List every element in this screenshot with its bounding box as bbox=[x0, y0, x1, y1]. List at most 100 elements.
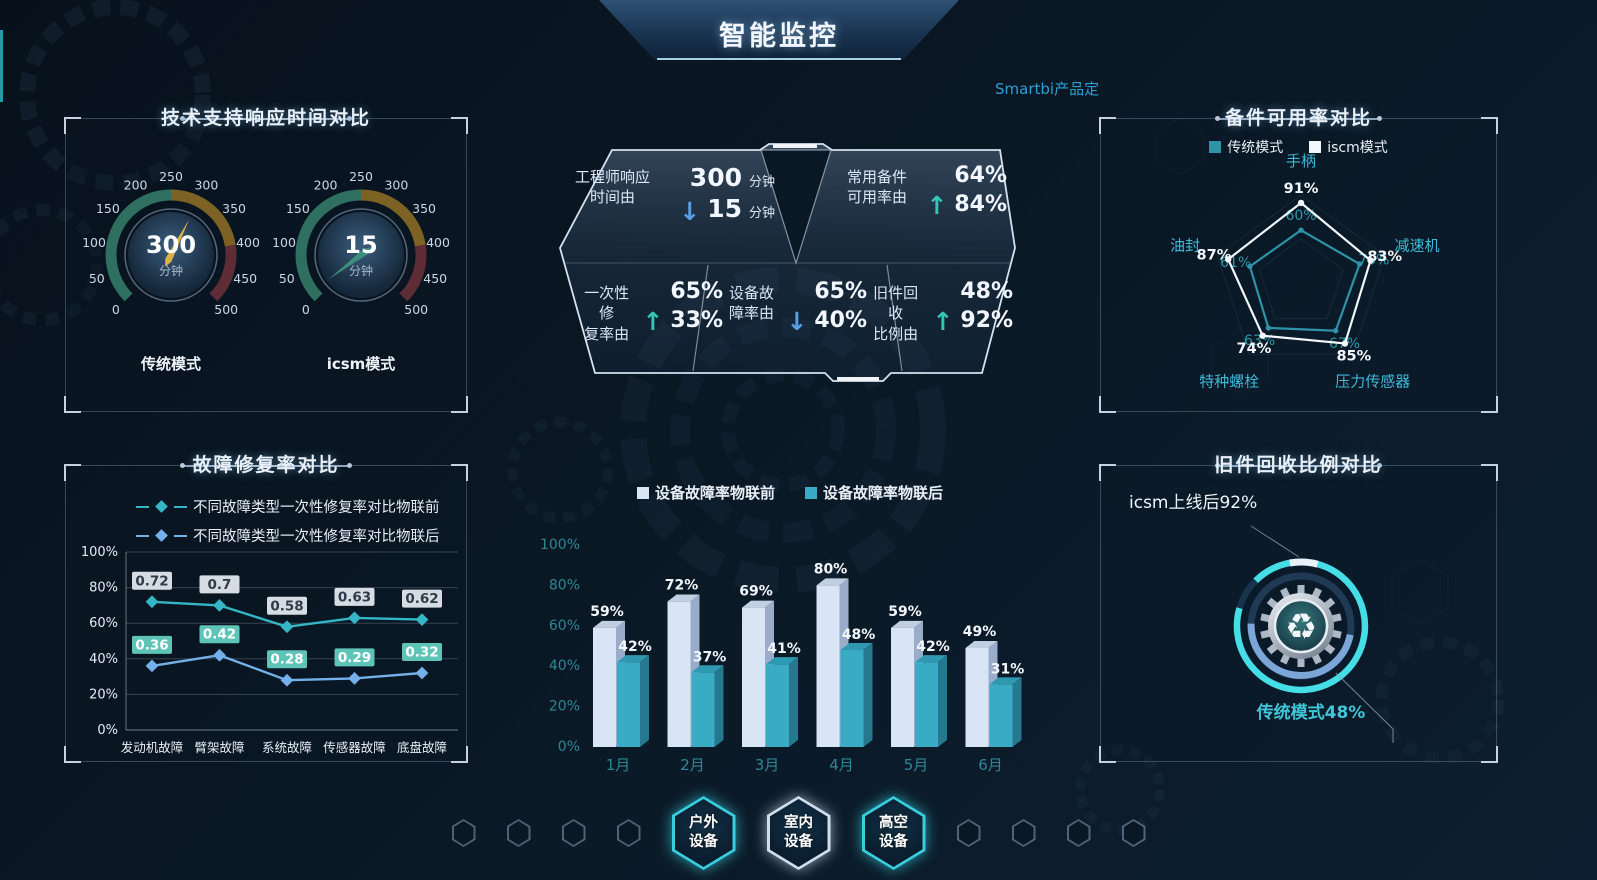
svg-text:100%: 100% bbox=[540, 537, 580, 553]
svg-text:0.36: 0.36 bbox=[135, 637, 168, 653]
svg-text:0.29: 0.29 bbox=[338, 650, 371, 666]
svg-text:手柄: 手柄 bbox=[1286, 152, 1316, 170]
legend-item-before: 不同故障类型一次性修复率对比物联前 bbox=[136, 496, 440, 517]
svg-text:15: 15 bbox=[344, 231, 377, 259]
svg-text:450: 450 bbox=[423, 271, 447, 286]
svg-text:6月: 6月 bbox=[978, 756, 1003, 774]
legend-item-after: 不同故障类型一次性修复率对比物联后 bbox=[136, 525, 440, 546]
svg-text:48%: 48% bbox=[842, 627, 876, 643]
kpi-label-line2: 时间由 bbox=[590, 188, 636, 207]
hex-decor bbox=[451, 819, 476, 847]
footer-button-highaltitude-equipment[interactable]: 高空 设备 bbox=[861, 796, 926, 870]
button-label-line1: 户外 bbox=[689, 815, 718, 832]
svg-text:0.28: 0.28 bbox=[270, 652, 303, 668]
gauge-label-icsm: icsm模式 bbox=[326, 355, 396, 373]
legend-label: 设备故障率物联后 bbox=[823, 484, 944, 502]
page-title: 智能监控 bbox=[719, 21, 839, 52]
button-label-line2: 设备 bbox=[689, 834, 718, 850]
legend-line bbox=[136, 505, 149, 508]
svg-text:5月: 5月 bbox=[904, 756, 929, 774]
legend-label: 不同故障类型一次性修复率对比物联后 bbox=[193, 529, 440, 545]
legend-swatch bbox=[1209, 141, 1222, 153]
svg-text:59%: 59% bbox=[590, 604, 624, 620]
hex-decor bbox=[1011, 819, 1036, 847]
svg-text:100%: 100% bbox=[81, 545, 118, 560]
trend-down-icon: ↓ bbox=[786, 307, 808, 336]
annotation-traditional: 传统模式48% bbox=[1256, 703, 1366, 723]
panel-response-time: 技术支持响应时间对比 0 50 100 150 200 250 300 350 400 450 50… bbox=[64, 107, 468, 413]
svg-text:臂架故障: 臂架故障 bbox=[194, 740, 244, 755]
trend-down-icon: ↓ bbox=[679, 197, 701, 226]
gauge-label-traditional: 传统模式 bbox=[140, 355, 201, 373]
kpi-value-to: 40% bbox=[814, 308, 867, 333]
kpi-value-to: 92% bbox=[960, 308, 1013, 333]
svg-text:500: 500 bbox=[404, 302, 428, 317]
legend-swatch bbox=[636, 486, 649, 499]
svg-text:350: 350 bbox=[412, 201, 436, 216]
hex-decor bbox=[616, 819, 641, 847]
kpi-value-from: 65% bbox=[814, 279, 867, 304]
svg-text:80%: 80% bbox=[549, 577, 580, 593]
svg-text:分钟: 分钟 bbox=[349, 263, 373, 278]
svg-text:200: 200 bbox=[314, 178, 338, 193]
hex-decor bbox=[1066, 819, 1091, 847]
svg-text:40%: 40% bbox=[89, 652, 118, 667]
bar-legend: 设备故障率物联前 设备故障率物联后 bbox=[520, 478, 1060, 503]
svg-text:20%: 20% bbox=[89, 687, 118, 702]
kpi-cell-label: 常用备件 可用率由 bbox=[847, 163, 907, 217]
svg-text:20%: 20% bbox=[549, 699, 580, 715]
hex-decor bbox=[1121, 819, 1146, 847]
gauge-chart-traditional: 0 50 100 150 200 250 300 350 400 450 500 300 分钟 bbox=[82, 169, 260, 317]
svg-text:100: 100 bbox=[272, 235, 296, 250]
svg-text:69%: 69% bbox=[739, 584, 773, 600]
kpi-value-from: 48% bbox=[960, 279, 1013, 304]
legend-item-iscm: iscm模式 bbox=[1309, 137, 1388, 157]
kpi-cell-label: 旧件回收 比例由 bbox=[867, 279, 924, 344]
kpi-label-line1: 工程师响应 bbox=[575, 168, 651, 186]
svg-text:发动机故障: 发动机故障 bbox=[121, 740, 184, 755]
svg-text:500: 500 bbox=[214, 302, 238, 317]
svg-text:450: 450 bbox=[233, 271, 257, 286]
kpi-value-from: 64% bbox=[954, 163, 1007, 188]
svg-text:42%: 42% bbox=[916, 639, 950, 655]
svg-text:传感器故障: 传感器故障 bbox=[323, 740, 386, 755]
svg-text:0%: 0% bbox=[558, 739, 580, 755]
legend-item-traditional: 传统模式 bbox=[1209, 137, 1283, 157]
footer-button-outdoor-equipment[interactable]: 户外 设备 bbox=[671, 796, 736, 870]
kpi-cell-label: 设备故 障率由 bbox=[729, 279, 774, 333]
svg-text:系统故障: 系统故障 bbox=[262, 740, 312, 755]
line-legend: 不同故障类型一次性修复率对比物联前 不同故障类型一次性修复率对比物联后 bbox=[136, 496, 440, 546]
svg-text:0.62: 0.62 bbox=[405, 591, 438, 607]
svg-text:400: 400 bbox=[236, 235, 260, 250]
svg-text:80%: 80% bbox=[89, 581, 118, 596]
button-label-line1: 高空 bbox=[879, 815, 908, 832]
kpi-label-line1: 常用备件 bbox=[847, 168, 908, 186]
kpi-hexagon-panel: 工程师响应 时间由 300 分钟 ↓ 15 分钟 常用备件 可用率由 64% ↑… bbox=[545, 143, 1030, 393]
annotation-icsm: icsm上线后92% bbox=[1129, 493, 1258, 513]
svg-text:0%: 0% bbox=[97, 723, 118, 738]
radar-chart: 60%70%67%63%61%91%83%85%74%87%手柄减速机压力传感器… bbox=[1170, 152, 1440, 391]
svg-text:50: 50 bbox=[89, 271, 105, 286]
kpi-value-to: 33% bbox=[670, 308, 723, 333]
svg-text:85%: 85% bbox=[1336, 349, 1371, 365]
gauge-traditional: 0 50 100 150 200 250 300 350 400 450 500 300 分钟 传统模式 bbox=[76, 167, 266, 374]
svg-text:60%: 60% bbox=[1285, 208, 1316, 224]
svg-text:72%: 72% bbox=[665, 578, 699, 594]
legend-diamond bbox=[155, 500, 168, 513]
svg-text:0.63: 0.63 bbox=[338, 589, 371, 605]
svg-text:50: 50 bbox=[279, 271, 295, 286]
legend-line bbox=[174, 534, 187, 537]
kpi-value-to: 84% bbox=[954, 192, 1007, 217]
svg-text:0.72: 0.72 bbox=[135, 573, 168, 589]
svg-text:0.7: 0.7 bbox=[208, 577, 232, 593]
svg-text:1月: 1月 bbox=[606, 756, 631, 774]
svg-text:♻: ♻ bbox=[1285, 607, 1317, 648]
svg-text:74%: 74% bbox=[1237, 341, 1272, 357]
footer-button-indoor-equipment[interactable]: 室内 设备 bbox=[766, 796, 831, 870]
panel-title-recycle-ratio: 旧件回收比例对比 bbox=[1214, 453, 1383, 476]
panel-repair-rate: 故障修复率对比 不同故障类型一次性修复率对比物联前 不同故障类型一次性修复率对比… bbox=[64, 454, 468, 763]
edge-accent-strip bbox=[0, 30, 3, 102]
svg-text:87%: 87% bbox=[1197, 248, 1232, 264]
gauge-icsm: 0 50 100 150 200 250 300 350 400 450 500 15 分钟 icsm模… bbox=[266, 167, 456, 374]
